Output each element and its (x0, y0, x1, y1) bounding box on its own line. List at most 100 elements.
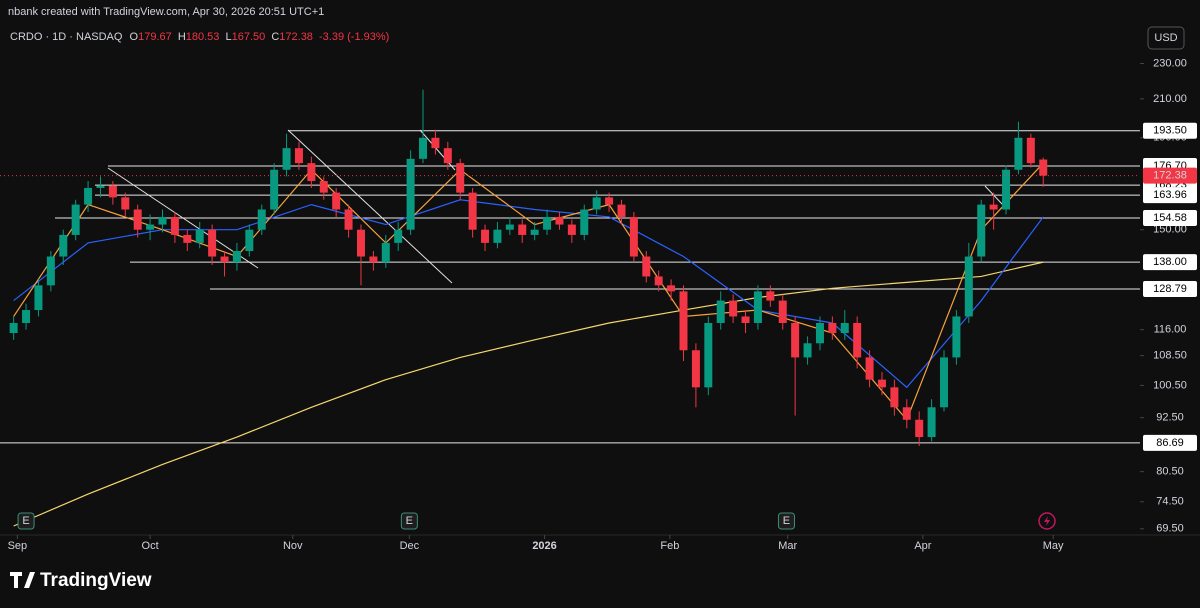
y-tick-label: 210.00 (1153, 93, 1187, 105)
candle-body (592, 197, 601, 210)
candle-body (158, 216, 167, 225)
candle-body (1002, 169, 1011, 210)
candle-body (431, 137, 440, 149)
trend-line (287, 129, 453, 284)
x-tick-label: Feb (660, 540, 679, 552)
candle-body (989, 204, 998, 210)
candle-body (518, 224, 527, 235)
candle-body (183, 234, 192, 243)
level-tag (1143, 210, 1197, 227)
moving-average (13, 199, 1044, 389)
y-tick-label: 100.50 (1153, 379, 1187, 391)
candle-body (96, 185, 105, 188)
candle-body (791, 322, 800, 358)
candle-body (704, 322, 713, 388)
y-tick-label: 108.50 (1153, 350, 1187, 362)
candle-body (828, 322, 837, 334)
level-label: 193.50 (1153, 125, 1187, 137)
o-label: O (130, 31, 139, 43)
credit: nbank created with TradingView.com, Apr … (8, 6, 324, 18)
candle-body (34, 285, 43, 311)
candle-body (270, 169, 279, 210)
candle-body (505, 224, 514, 230)
c-value: 172.38 (279, 31, 313, 43)
trend-line (419, 129, 456, 171)
logo (10, 572, 35, 588)
candle-body (642, 256, 651, 277)
earnings-label: E (783, 515, 790, 527)
candle-body (543, 216, 552, 230)
candle-body (84, 187, 93, 205)
symbol: CRDO · 1D · NASDAQ (10, 31, 123, 43)
candle-body (877, 379, 886, 388)
candle-body (964, 256, 973, 317)
candle-body (840, 322, 849, 334)
candle-body (59, 234, 68, 257)
candle-body (753, 291, 762, 323)
candle-body (629, 216, 638, 257)
candle-body (1026, 137, 1035, 164)
change: -3.39 (-1.93%) (319, 31, 389, 43)
candle-body (369, 256, 378, 263)
candle-body (555, 216, 564, 225)
candle-body (729, 300, 738, 317)
candle-body (468, 192, 477, 230)
candle-body (853, 322, 862, 358)
candle-body (245, 229, 254, 252)
l-value: 167.50 (232, 31, 266, 43)
x-tick-label: Dec (400, 540, 420, 552)
level-tag (1143, 280, 1197, 297)
x-tick-label: 2026 (532, 540, 556, 552)
candle-body (394, 229, 403, 243)
h-label: H (178, 31, 186, 43)
legend: CRDO · 1D · NASDAQ O179.67 H180.53 L167.… (10, 31, 389, 43)
y-tick-label: 150.00 (1153, 224, 1187, 236)
x-tick-label: Sep (8, 540, 28, 552)
currency-button[interactable] (1147, 26, 1185, 50)
y-tick-label: 80.50 (1156, 466, 1184, 478)
candle-body (803, 343, 812, 358)
candle-body (71, 204, 80, 235)
currency[interactable]: USD (1154, 32, 1177, 44)
y-tick-label: 230.00 (1153, 57, 1187, 69)
candle-body (319, 181, 328, 193)
level-tag (1143, 434, 1197, 451)
candle-body (716, 300, 725, 323)
candle-body (890, 387, 899, 408)
candle-body (22, 310, 31, 323)
candle-body (605, 197, 614, 205)
earnings-marker (777, 512, 795, 530)
candle-body (294, 148, 303, 164)
candle-body (381, 242, 390, 263)
candle-body (1039, 159, 1048, 176)
l-label: L (225, 31, 231, 43)
candle-body (146, 224, 155, 230)
y-tick-label: 69.50 (1156, 523, 1184, 535)
candle-body (580, 209, 589, 235)
earnings-label: E (22, 515, 29, 527)
candle-body (46, 256, 55, 286)
candle-body (406, 158, 415, 230)
candle-body (282, 148, 291, 170)
event-icon[interactable] (1038, 512, 1056, 530)
candle-body (121, 197, 130, 210)
candle-body (307, 163, 316, 182)
candle-body (927, 407, 936, 438)
last-price-tag (1143, 167, 1197, 184)
candle-body (419, 137, 428, 159)
earnings-marker (400, 512, 418, 530)
candle-body (567, 224, 576, 235)
candle-body (208, 229, 217, 257)
candle-body (493, 229, 502, 243)
branding: TradingView (40, 570, 152, 591)
candle-body (977, 204, 986, 257)
earnings-label: E (406, 515, 413, 527)
event-circle (1038, 512, 1056, 530)
candle-body (691, 350, 700, 388)
candle-body (815, 322, 824, 344)
candle-body (195, 229, 204, 243)
candle-body (456, 163, 465, 193)
candle-body (1014, 137, 1023, 170)
